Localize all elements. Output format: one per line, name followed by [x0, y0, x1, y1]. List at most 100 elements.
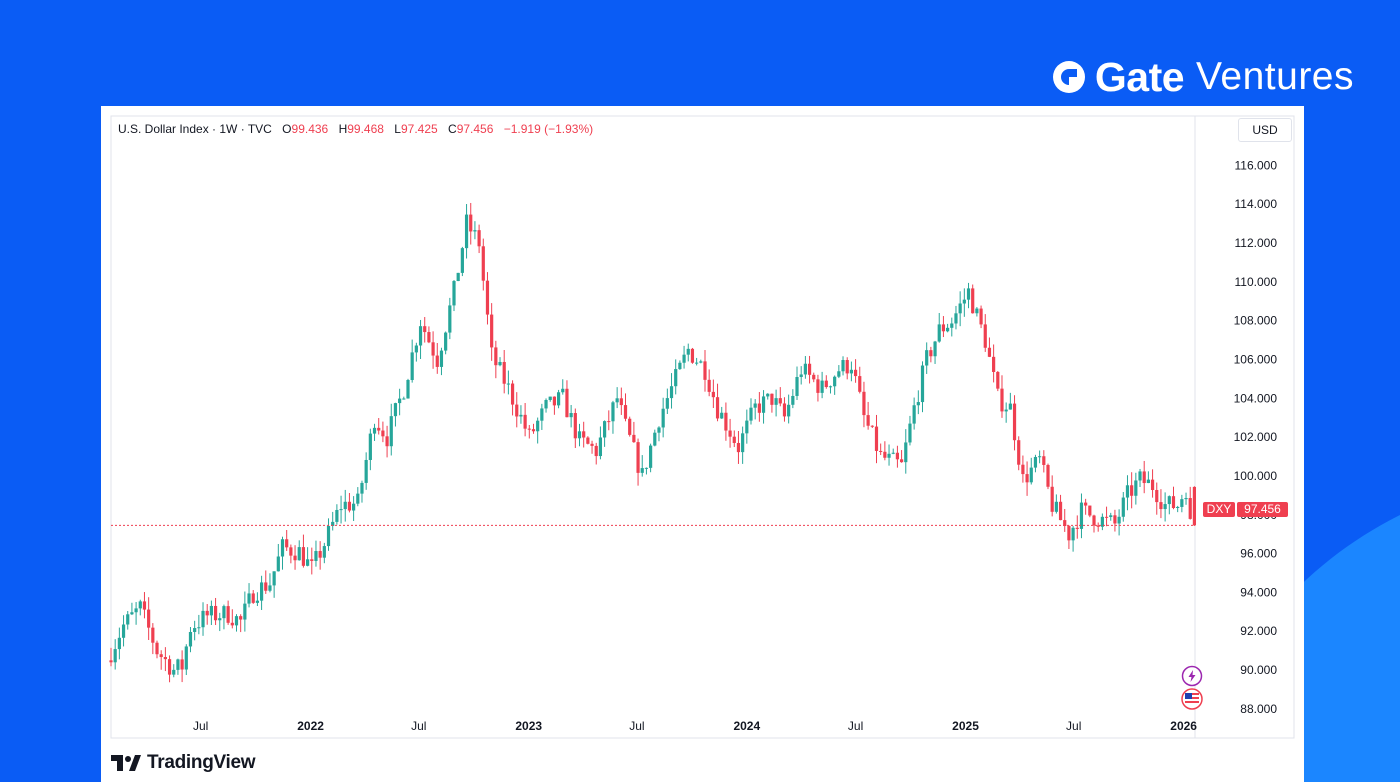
candle-body — [306, 559, 310, 566]
candle-body — [1021, 464, 1025, 475]
candle-body — [665, 398, 669, 409]
candle-body — [690, 348, 695, 363]
candle-body — [310, 559, 314, 561]
y-tick-label: 114.000 — [1235, 197, 1278, 211]
candle-body — [590, 443, 594, 446]
candle-body — [1075, 527, 1079, 529]
candle-body — [1046, 464, 1050, 487]
candle-body — [234, 616, 239, 626]
candle-body — [126, 614, 130, 625]
candle-body — [644, 467, 649, 469]
candle-body — [134, 608, 138, 613]
candle-body — [205, 610, 209, 616]
candle-body — [264, 582, 268, 591]
candle-body — [753, 403, 757, 408]
candle-body — [1121, 497, 1125, 517]
brand-header: Gate Ventures — [1049, 52, 1354, 102]
candle-body — [276, 556, 280, 572]
y-tick-label: 112.000 — [1235, 236, 1278, 250]
x-tick-label: 2025 — [952, 719, 979, 733]
candle-body — [381, 430, 385, 437]
lightning-event-icon[interactable] — [1181, 665, 1203, 687]
candle-body — [1130, 485, 1134, 496]
candle-body — [147, 609, 151, 628]
last-candle-body — [1192, 486, 1197, 526]
candle-body — [891, 452, 895, 454]
us-flag-event-icon[interactable] — [1181, 688, 1203, 710]
candle-body — [586, 437, 590, 444]
candle-body — [866, 415, 870, 426]
candle-body — [745, 420, 749, 434]
candle-body — [268, 585, 272, 591]
y-tick-label: 110.000 — [1235, 275, 1278, 289]
candle-body — [904, 442, 908, 463]
candle-body — [1067, 526, 1071, 541]
candle-body — [151, 627, 155, 643]
candle-body — [908, 423, 912, 443]
candle-body — [623, 405, 628, 419]
candle-body — [933, 341, 937, 357]
x-tick-label: 2023 — [515, 719, 542, 733]
brand-name-bold: Gate — [1094, 53, 1185, 100]
candle-body — [326, 525, 331, 547]
candle-body — [556, 392, 561, 406]
y-tick-label: 92.000 — [1240, 624, 1277, 638]
y-tick-label: 96.000 — [1240, 547, 1277, 561]
candle-body — [874, 426, 879, 451]
candle-body — [966, 288, 971, 300]
candle-body — [251, 593, 255, 603]
candle-body — [398, 398, 402, 404]
y-tick-label: 102.000 — [1234, 430, 1278, 444]
candle-body — [678, 362, 682, 370]
candle-body — [481, 246, 485, 281]
candle-body — [431, 342, 435, 356]
candle-body — [130, 612, 134, 615]
legend-close-label: C — [448, 122, 457, 136]
candle-body — [724, 412, 728, 431]
candle-body — [444, 332, 448, 351]
candle-body — [1150, 479, 1155, 491]
candle-body — [1188, 498, 1192, 519]
candle-body — [674, 369, 678, 387]
x-tick-label: Jul — [629, 719, 644, 733]
candle-body — [548, 396, 552, 400]
candle-body — [1171, 496, 1176, 509]
candle-body — [540, 408, 544, 421]
candle-body — [318, 551, 322, 558]
currency-button[interactable]: USD — [1238, 118, 1292, 142]
candle-body — [594, 445, 598, 457]
candle-body — [527, 428, 531, 430]
candle-body — [209, 605, 213, 616]
candle-body — [544, 399, 548, 409]
candle-body — [1071, 527, 1075, 541]
candle-body — [699, 361, 703, 363]
candle-body — [523, 414, 527, 429]
candle-body — [561, 388, 565, 393]
candle-body — [347, 501, 352, 511]
candle-body — [703, 361, 707, 380]
candle-body — [460, 248, 464, 273]
chart-legend: U.S. Dollar Index · 1W · TVC O99.436 H99… — [118, 122, 593, 136]
candle-body — [272, 571, 276, 586]
candle-body — [406, 380, 410, 399]
candle-body — [1134, 480, 1138, 496]
candle-body — [113, 649, 117, 663]
legend-open-label: O — [282, 122, 292, 136]
candle-body — [929, 350, 933, 357]
candle-body — [1109, 515, 1113, 517]
candle-body — [368, 433, 372, 460]
candlestick-chart[interactable]: 116.000 114.000 112.000 110.000 108.000 106.0… — [101, 106, 1304, 782]
candle-body — [1146, 479, 1150, 484]
candle-body — [920, 365, 925, 403]
candle-body — [657, 427, 661, 433]
candle-body — [285, 539, 289, 548]
last-price-tag: 97.456 — [1237, 502, 1288, 517]
candle-body — [222, 606, 226, 619]
candle-body — [423, 326, 427, 333]
candle-body — [1125, 485, 1130, 498]
candle-body — [531, 429, 536, 432]
candle-body — [155, 642, 159, 655]
candle-body — [393, 403, 398, 417]
candle-body — [774, 398, 778, 405]
candle-body — [1050, 486, 1054, 512]
